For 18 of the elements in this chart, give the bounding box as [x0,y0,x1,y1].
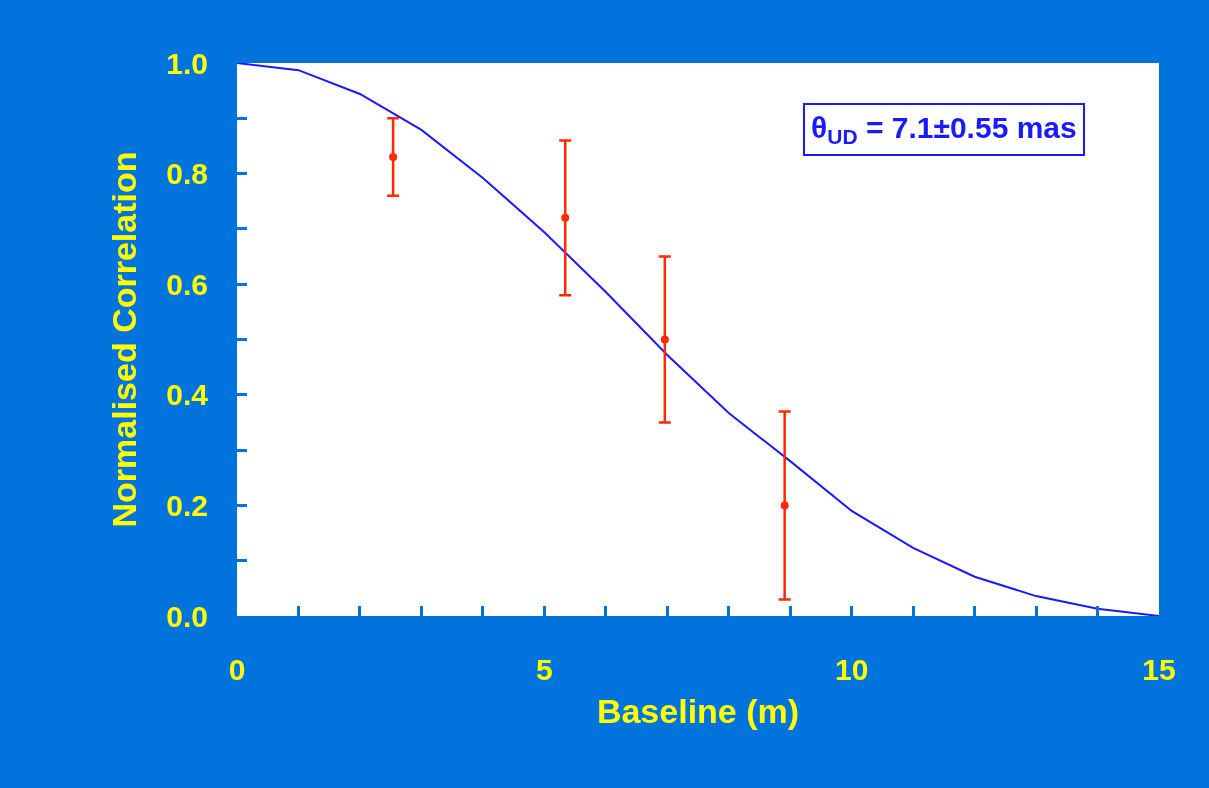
y-tick-label: 0.4 [166,378,209,412]
x-axis-title: Baseline (m) [596,692,800,731]
y-tick-label: 0.8 [166,157,208,191]
annotation: θ$_{UD}$ = 7.1±0.55 mas [811,111,1077,149]
point [561,213,570,222]
x-tick-label: 15 [1142,653,1176,686]
y-axis-title: Normalised Correlation [104,151,143,528]
line-series [237,63,1159,616]
x-tick-label: 5 [535,653,553,686]
y-tick-label: 1.0 [166,46,208,80]
y-tick-label: 0.2 [166,488,208,522]
x-tick-label: 10 [834,653,869,686]
y-tick-label: 0.0 [166,599,208,633]
point [660,335,669,344]
point [780,501,789,510]
point [389,153,398,162]
y-tick-label: 0.6 [166,267,208,301]
x-tick-label: 0 [228,653,246,686]
